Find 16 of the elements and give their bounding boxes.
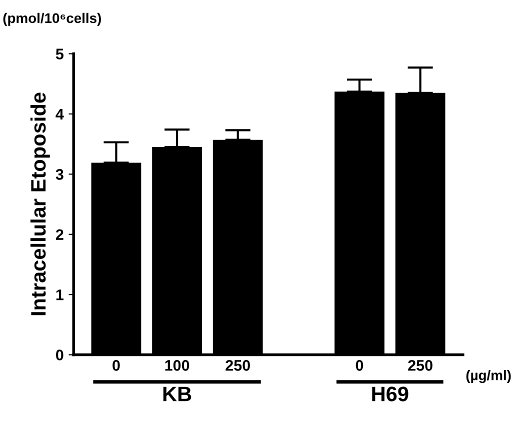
x-tick-label: 0 [356, 360, 364, 371]
x-tick-label: 250 [408, 360, 432, 371]
y-tick-label: 2 [56, 229, 64, 240]
x-tick-label: 0 [112, 360, 120, 371]
x-tick-label: 250 [226, 360, 250, 371]
y-axis-title: Intracellular Etoposide [30, 92, 50, 316]
text: H69 [372, 386, 408, 402]
text: (pmol/10⁶cells) [3, 12, 101, 26]
y-tick-label: 3 [56, 169, 64, 180]
y-tick-label: 4 [56, 108, 64, 120]
y-tick-label: 5 [56, 48, 64, 60]
y-tick-label: 1 [56, 290, 64, 300]
y-tick-label: 0 [56, 350, 64, 360]
text: KB [163, 386, 192, 402]
x-tick-label: 100 [165, 360, 190, 371]
text: (µg/ml) [466, 370, 511, 384]
